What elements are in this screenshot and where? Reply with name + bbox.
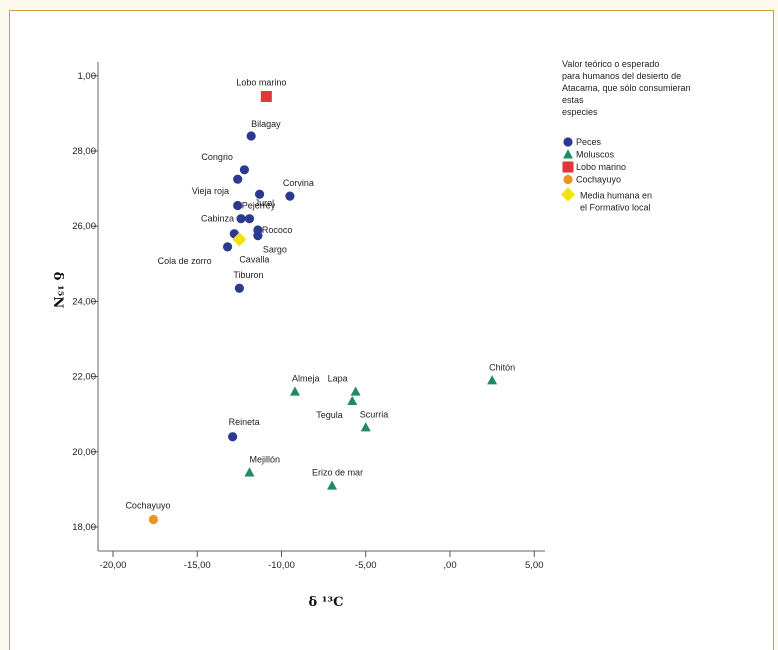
y-axis-title: δ ¹⁵N xyxy=(50,272,65,309)
legend-title-line: Atacama, que sólo consumieran xyxy=(562,83,691,93)
point-bilagay xyxy=(246,131,256,141)
x-tick-label: -20,00 xyxy=(100,560,127,571)
point-scurria xyxy=(360,422,371,432)
y-tick-label: 24,00 xyxy=(72,296,96,307)
point-tegula xyxy=(347,395,358,406)
legend-label: Media humana en xyxy=(580,191,652,201)
point-label: Erizo de mar xyxy=(312,468,363,478)
point-almeja xyxy=(289,386,300,396)
x-tick-label: -5,00 xyxy=(355,560,377,571)
x-tick-label: -15,00 xyxy=(184,560,211,571)
point-label: Jurel xyxy=(255,198,275,208)
point-label: Scurria xyxy=(360,409,389,419)
point-label: Tegula xyxy=(316,410,343,420)
legend-title-line: para humanos del desierto de xyxy=(562,71,681,81)
y-tick-label: 26,00 xyxy=(72,221,96,232)
point-label: Lapa xyxy=(328,374,348,384)
point-label: Mejillón xyxy=(249,454,280,464)
point-reineta xyxy=(228,432,238,442)
point-lobo-marino xyxy=(260,90,272,102)
point-vieja-roja xyxy=(233,174,243,184)
legend-marker-lobo-marino xyxy=(562,161,574,173)
point-label: Bilagay xyxy=(251,119,281,129)
point-label: Cola de zorro xyxy=(158,256,212,266)
point-label: Congrio xyxy=(201,152,233,162)
point-corvina xyxy=(285,191,295,201)
point-tiburon xyxy=(234,283,244,293)
legend-label: el Formativo local xyxy=(580,203,651,213)
legend-marker-cochayuyo xyxy=(563,174,573,185)
legend-label: Cochayuyo xyxy=(576,175,621,185)
point-congrio xyxy=(239,165,250,175)
point-media-humana-en-el-formativo-local xyxy=(232,232,247,247)
y-tick-label: 28,00 xyxy=(72,146,96,157)
point-erizo-de-mar xyxy=(327,480,338,490)
legend-label: Peces xyxy=(576,137,602,147)
x-axis-title: δ ¹³C xyxy=(309,595,344,610)
point-pejerrey xyxy=(233,200,243,211)
point-peces xyxy=(244,214,255,224)
point-cola-de-zorro xyxy=(222,242,233,252)
point-label: Cochayuyo xyxy=(125,500,170,510)
x-tick-label: -10,00 xyxy=(268,560,295,571)
point-label: Corvina xyxy=(283,178,314,188)
legend-title-line: Valor teórico o esperado xyxy=(562,59,659,69)
point-label: Pejerrey xyxy=(242,201,276,211)
point-label: Reineta xyxy=(229,417,260,427)
point-label: Chitón xyxy=(489,362,515,372)
point-label: Tiburon xyxy=(233,270,263,280)
point-label: Lobo marino xyxy=(236,77,286,87)
point-chit-n xyxy=(487,375,498,385)
y-tick-label: 20,00 xyxy=(72,447,96,458)
point-label: Cabinza xyxy=(201,214,234,224)
point-cochayuyo xyxy=(148,514,159,525)
point-jurel xyxy=(254,189,265,199)
legend-marker-moluscos xyxy=(563,149,573,159)
y-tick-label: 22,00 xyxy=(72,372,96,383)
point-sargo xyxy=(253,231,263,241)
legend-marker-peces xyxy=(563,137,573,147)
point-label: Cavalla xyxy=(239,255,269,265)
x-tick-label: 5,00 xyxy=(525,560,544,571)
point-label: Almeja xyxy=(292,374,320,384)
chart-panel xyxy=(9,10,774,650)
legend-label: Moluscos xyxy=(576,150,615,160)
y-tick-label: 18,00 xyxy=(72,522,96,533)
point-label: Rococo xyxy=(262,225,293,235)
legend-title-line: estas xyxy=(562,95,584,105)
point-cabinza xyxy=(236,214,246,224)
point-mejill-n xyxy=(244,467,255,477)
legend-label: Lobo marino xyxy=(576,162,626,172)
point-lapa xyxy=(350,386,361,396)
point-label: Vieja roja xyxy=(192,186,229,196)
legend-marker-media-humana-en-el-formativo-local xyxy=(561,187,575,202)
point-label: Sargo xyxy=(263,245,287,255)
y-tick-label: 1,00 xyxy=(78,71,97,82)
x-tick-label: ,00 xyxy=(443,560,456,571)
legend-title-line: especies xyxy=(562,107,598,117)
